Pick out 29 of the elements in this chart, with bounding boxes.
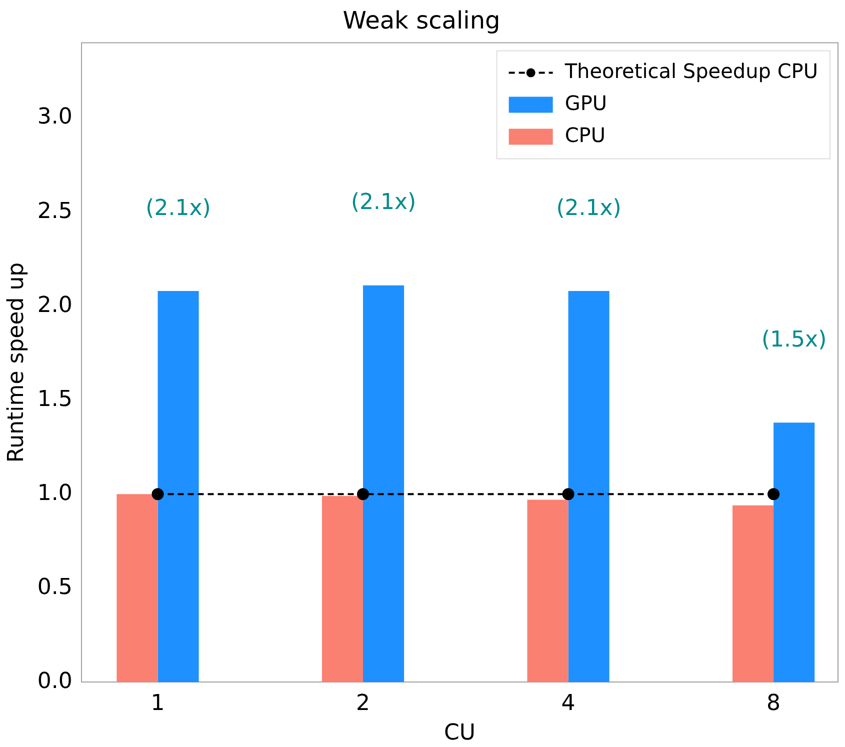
x-tick-label: 1 — [150, 691, 165, 716]
bar — [527, 500, 568, 682]
legend-label: CPU — [564, 123, 606, 148]
y-axis-title: Runtime speed up — [4, 262, 29, 463]
bar — [732, 505, 774, 682]
y-tick-label: 1.5 — [37, 386, 72, 412]
annotation: (2.1x) — [350, 190, 416, 216]
annotation: (2.1x) — [146, 196, 211, 221]
bar — [322, 496, 364, 682]
bar — [363, 285, 404, 682]
x-tick-label: 8 — [766, 691, 781, 716]
y-tick-label: 2.5 — [37, 198, 72, 224]
y-tick-label: 0.0 — [37, 668, 72, 694]
x-axis-title: CU — [444, 720, 476, 746]
legend-label: GPU — [564, 91, 608, 116]
bar — [568, 291, 610, 682]
bar — [774, 422, 815, 682]
y-tick-label: 3.0 — [37, 104, 72, 130]
annotation: (2.1x) — [556, 196, 622, 221]
x-tick-label: 2 — [356, 691, 370, 716]
bar — [158, 291, 199, 682]
x-tick-label: 4 — [561, 691, 576, 716]
annotation: (1.5x) — [761, 327, 827, 352]
legend-label: Theoretical Speedup CPU — [564, 59, 818, 84]
chart-title: Weak scaling — [342, 6, 500, 35]
bar — [116, 494, 158, 682]
y-tick-label: 1.0 — [37, 480, 72, 506]
y-tick-label: 0.5 — [37, 574, 72, 600]
y-tick-label: 2.0 — [37, 292, 72, 318]
